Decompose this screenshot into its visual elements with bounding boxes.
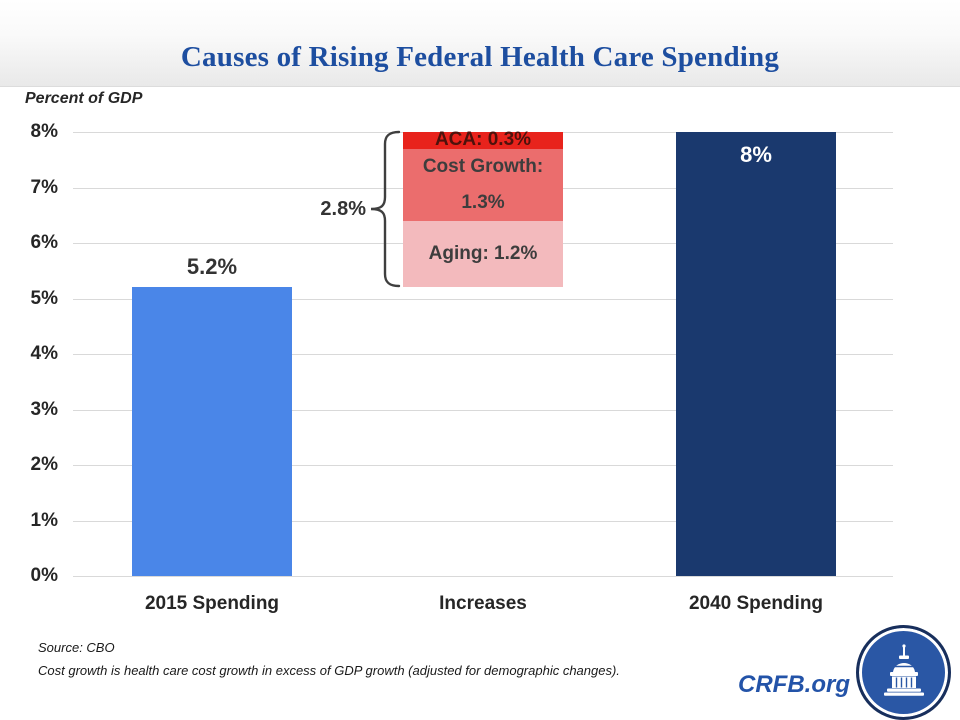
y-tick-3: 3% <box>30 398 58 420</box>
header-band: Causes of Rising Federal Health Care Spe… <box>0 0 960 87</box>
gridline-5 <box>73 298 893 300</box>
segment-aca: ACA: 0.3% <box>403 129 563 151</box>
y-tick-2: 2% <box>30 454 58 475</box>
bar-label-2040-spending: 8% <box>740 142 772 167</box>
y-tick-4: 4% <box>30 343 58 364</box>
gridline-3 <box>73 409 893 411</box>
page-title: Causes of Rising Federal Health Care Spe… <box>180 41 780 73</box>
gridline-4 <box>73 354 893 355</box>
source-note: Source: CBO <box>38 640 115 655</box>
gridline-2 <box>73 465 893 466</box>
segment-label-line: 1.3% <box>461 191 505 213</box>
y-tick-5: 5% <box>30 287 58 309</box>
segment-label-line: ACA: 0.3% <box>434 129 532 151</box>
y-tick-1: 1% <box>30 509 58 531</box>
x-tick-2015-spending: 2015 Spending <box>144 593 280 614</box>
bar-2015-spending <box>132 287 292 576</box>
crfb-brand-link[interactable]: CRFB.org <box>738 671 850 698</box>
gridline-0 <box>73 576 893 577</box>
capitol-dome-icon <box>883 643 924 696</box>
bar-label-2015-spending: 5.2% <box>186 254 238 280</box>
x-tick-2040-spending: 2040 Spending <box>688 593 824 614</box>
segment-aging: Aging: 1.2% <box>403 220 563 288</box>
x-tick-increases: Increases <box>439 593 527 614</box>
segment-cost-growth: Cost Growth: 1.3% <box>403 148 563 221</box>
y-tick-0: 0% <box>30 565 58 586</box>
footnote: Cost growth is health care cost growth i… <box>38 663 620 678</box>
y-tick-8: 8% <box>30 121 58 142</box>
increase-brace <box>370 130 401 288</box>
segment-label-line: Aging: 1.2% <box>428 243 538 265</box>
y-tick-6: 6% <box>30 232 58 253</box>
segment-label-line: Cost Growth: <box>422 155 544 177</box>
y-axis-title: Percent of GDP <box>25 90 143 107</box>
gridline-1 <box>73 520 893 522</box>
crfb-logo <box>856 625 951 720</box>
increase-total-label: 2.8% <box>320 198 366 220</box>
y-tick-7: 7% <box>30 176 58 198</box>
bar-2040-spending <box>676 132 836 576</box>
